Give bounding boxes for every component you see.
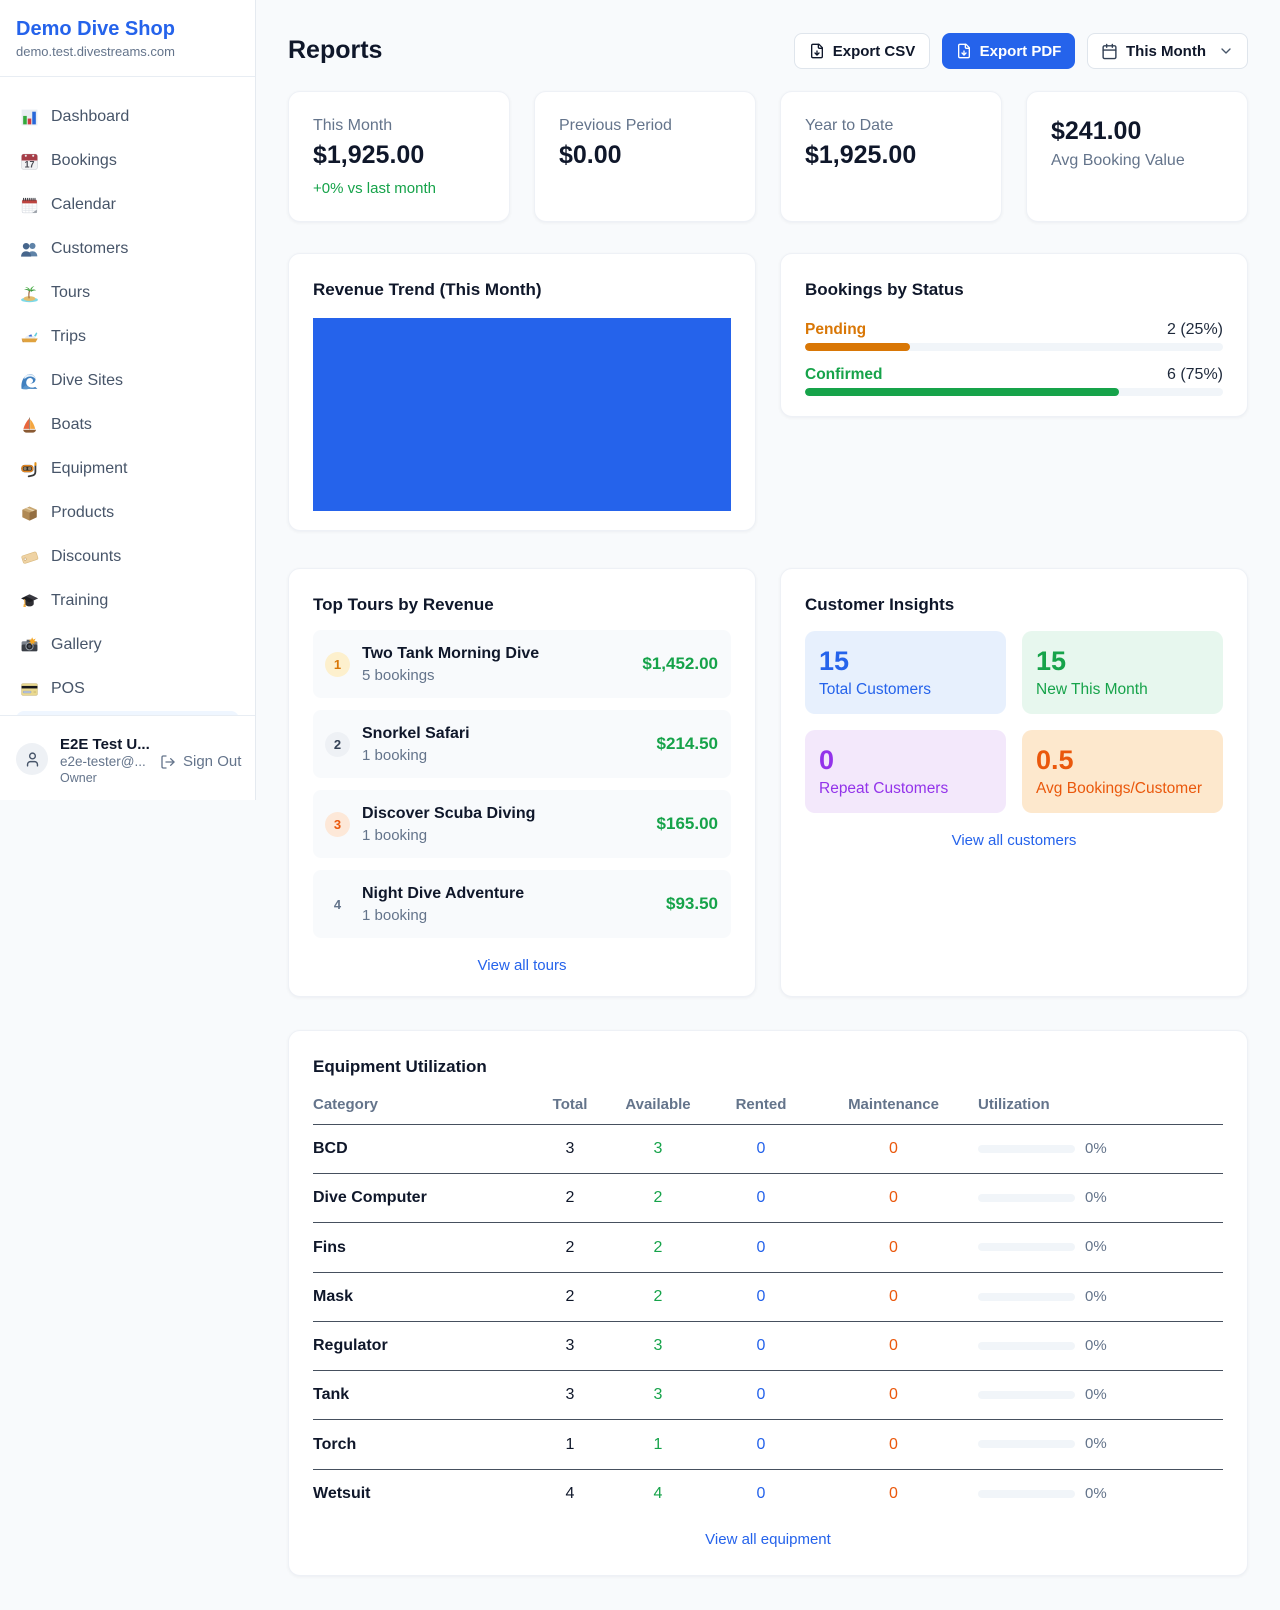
svg-text:17: 17 [25, 159, 35, 169]
